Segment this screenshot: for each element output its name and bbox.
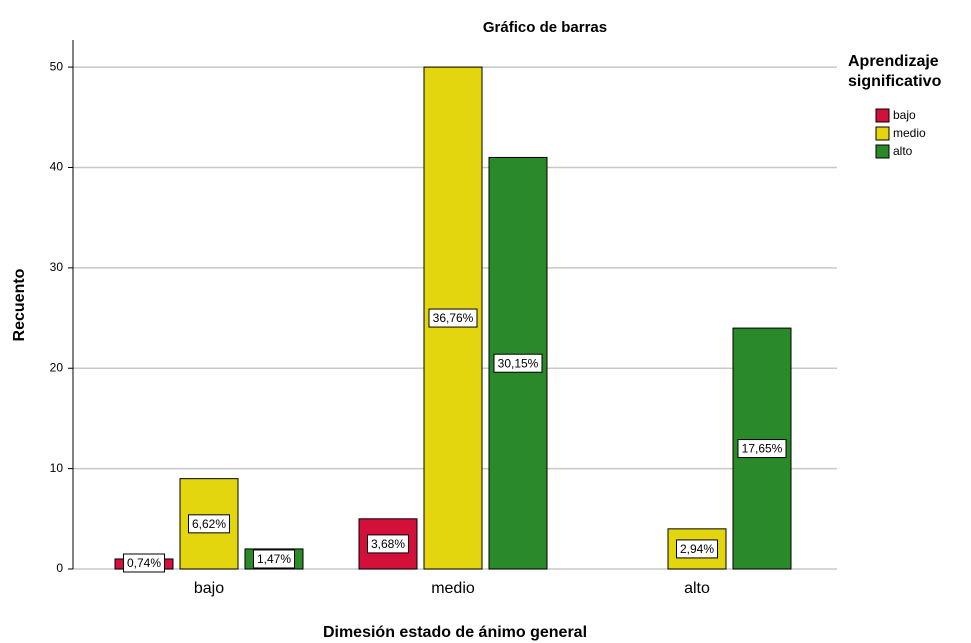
legend-title: significativo bbox=[848, 73, 942, 90]
data-label: 1,47% bbox=[257, 552, 291, 566]
data-label-box bbox=[428, 308, 478, 328]
legend-label: alto bbox=[893, 144, 913, 158]
y-tick-label: 40 bbox=[50, 160, 64, 174]
data-label: 36,76% bbox=[433, 311, 474, 325]
y-tick-label: 30 bbox=[50, 260, 64, 274]
legend-title: Aprendizaje bbox=[848, 53, 939, 70]
x-tick-label: alto bbox=[684, 580, 710, 597]
data-label-box bbox=[367, 534, 409, 554]
data-label-box bbox=[737, 439, 787, 459]
data-label: 3,68% bbox=[371, 537, 405, 551]
y-tick-label: 10 bbox=[50, 461, 64, 475]
y-tick-label: 0 bbox=[56, 561, 63, 575]
legend-label: medio bbox=[893, 126, 926, 140]
data-label-box bbox=[493, 353, 543, 373]
legend-swatch bbox=[875, 126, 890, 141]
legend-swatch bbox=[875, 144, 890, 159]
data-label-box bbox=[188, 514, 230, 534]
data-label-box bbox=[123, 553, 165, 573]
data-label-box bbox=[253, 549, 295, 569]
data-label: 0,74% bbox=[127, 556, 161, 570]
data-label-box bbox=[676, 539, 718, 559]
data-label: 6,62% bbox=[192, 517, 226, 531]
legend-label: bajo bbox=[893, 108, 916, 122]
y-axis-label: Recuento bbox=[11, 268, 28, 341]
y-tick-label: 20 bbox=[50, 360, 64, 374]
legend-swatch bbox=[875, 108, 890, 123]
x-axis-label: Dimesión estado de ánimo general bbox=[323, 624, 587, 641]
data-label: 30,15% bbox=[498, 356, 539, 370]
data-label: 2,94% bbox=[680, 542, 714, 556]
y-tick-label: 50 bbox=[50, 59, 64, 73]
x-tick-label: bajo bbox=[194, 580, 224, 597]
chart-title: Gráfico de barras bbox=[483, 19, 607, 36]
x-tick-label: medio bbox=[431, 580, 475, 597]
data-label: 17,65% bbox=[742, 442, 783, 456]
